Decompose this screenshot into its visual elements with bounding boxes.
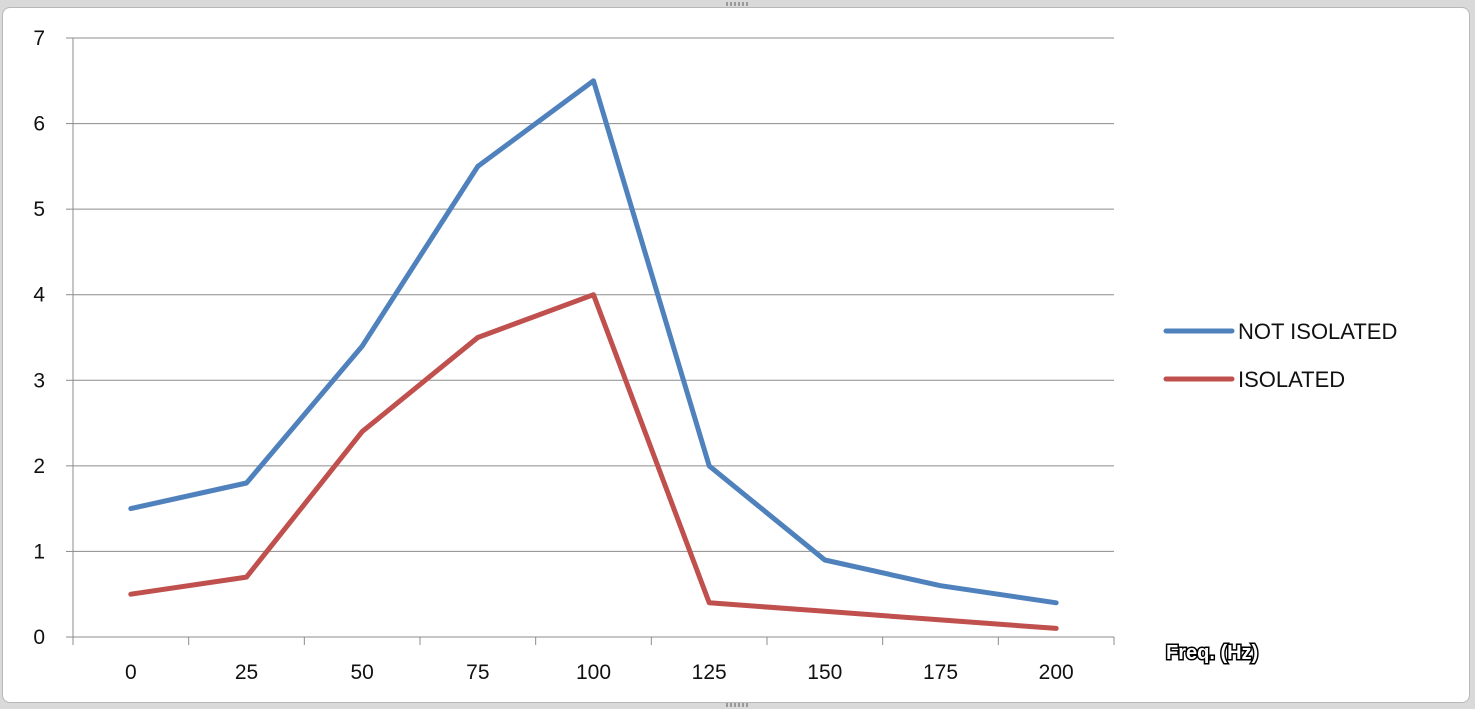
resize-handle-bottom[interactable] [726, 703, 748, 707]
tick-labels: 0 1 2 3 4 5 6 7 0 25 50 75 100 125 150 175 200 [33, 27, 1073, 684]
series-line-not-isolated [128, 78, 1059, 606]
y-tick-label: 6 [33, 113, 45, 136]
x-axis-label: Freq. (Hz) [1166, 642, 1258, 664]
legend-label: NOT ISOLATED [1238, 319, 1397, 344]
y-tick-label: 2 [33, 455, 45, 478]
x-tick-label: 100 [576, 661, 611, 684]
x-tick-label: 175 [923, 661, 958, 684]
axes [66, 37, 1115, 645]
y-tick-label: 7 [33, 27, 45, 50]
x-tick-label: 25 [235, 661, 258, 684]
x-tick-label: 75 [466, 661, 489, 684]
x-tick-label: 150 [807, 661, 842, 684]
series-lines [128, 78, 1059, 631]
x-tick-label: 200 [1039, 661, 1074, 684]
y-tick-label: 1 [33, 540, 45, 563]
resize-handle-top[interactable] [726, 2, 748, 6]
legend: NOT ISOLATED ISOLATED [1163, 319, 1397, 392]
y-tick-label: 5 [33, 198, 45, 221]
series-line-isolated [128, 292, 1059, 631]
chart-frame [2, 7, 1470, 703]
x-tick-label: 0 [125, 661, 137, 684]
y-tick-label: 0 [33, 626, 45, 649]
x-tick-label: 50 [350, 661, 373, 684]
x-tick-label: 125 [692, 661, 727, 684]
legend-label: ISOLATED [1238, 367, 1345, 392]
y-tick-label: 4 [33, 284, 45, 307]
y-tick-label: 3 [33, 369, 45, 392]
